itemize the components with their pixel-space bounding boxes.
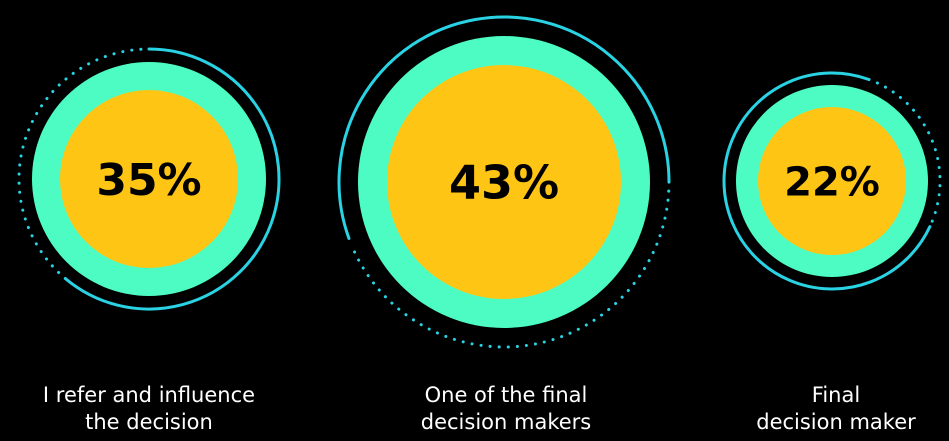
- inner-circle: [60, 90, 238, 268]
- caption-line: decision maker: [756, 410, 916, 434]
- separator-ring: [353, 31, 655, 333]
- inner-circle: [387, 65, 621, 299]
- value-label: 43%: [449, 156, 559, 210]
- caption-item-1: One of the final decision makers: [366, 382, 646, 436]
- caption-line: decision makers: [420, 410, 592, 434]
- caption-line: I refer and influence: [42, 383, 256, 407]
- orbit-dots: [867, 78, 942, 229]
- orbit-arc: [63, 47, 281, 311]
- caption-line: Final: [811, 383, 861, 407]
- separator-ring: [731, 80, 933, 282]
- value-label: 35%: [96, 155, 201, 206]
- inner-circle: [758, 107, 906, 255]
- caption-item-0: I refer and influence the decision: [9, 382, 289, 436]
- caption-line: One of the final: [424, 383, 588, 407]
- orbit-arc: [722, 71, 932, 291]
- separator-ring: [27, 57, 271, 301]
- caption-line: the decision: [85, 410, 213, 434]
- value-label: 22%: [784, 159, 880, 205]
- orbit-dots: [17, 47, 151, 281]
- caption-item-2: Final decision maker: [696, 382, 949, 436]
- orbit-arc: [337, 15, 671, 240]
